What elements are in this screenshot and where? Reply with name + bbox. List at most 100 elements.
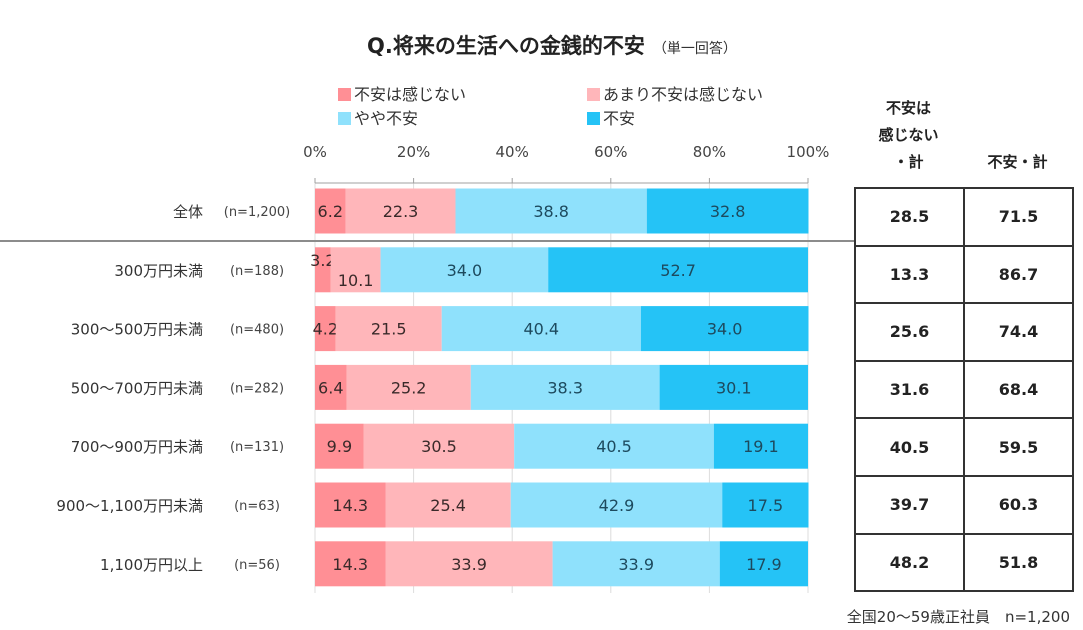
chart-title: Q.将来の生活への金銭的不安 （単一回答） [367, 30, 737, 60]
sample-size-label: (n=188) [230, 264, 284, 279]
data-label: 30.5 [421, 437, 457, 456]
table-row: 48.2 51.8 [854, 532, 1074, 593]
table-row: 25.6 74.4 [854, 302, 1074, 362]
data-label: 25.2 [391, 378, 427, 397]
legend-swatch [587, 88, 600, 101]
data-label: 14.3 [332, 555, 368, 574]
sample-size-label: (n=56) [234, 558, 280, 573]
bar-segment [315, 423, 364, 469]
bar-segment [552, 541, 720, 587]
x-tick-label: 20% [397, 143, 430, 161]
bar-segment [315, 306, 336, 352]
data-label: 3.2 [310, 251, 335, 270]
anxiety-total-cell: 59.5 [963, 417, 1074, 477]
table-header-line: 感じない [878, 126, 939, 144]
data-label: 19.1 [743, 437, 779, 456]
anxiety-total-cell: 51.8 [963, 532, 1074, 593]
legend-swatch [587, 112, 600, 125]
sample-size-label: (n=1,200) [224, 205, 291, 220]
data-label: 14.3 [332, 496, 368, 515]
bar-segment [315, 482, 386, 528]
data-label: 6.2 [318, 202, 343, 221]
chart-title-note: （単一回答） [652, 41, 737, 57]
bar-segment [470, 364, 660, 410]
legend-label: 不安 [603, 109, 635, 128]
bar-segment [713, 423, 808, 469]
anxiety-total-cell: 60.3 [963, 474, 1074, 535]
bar-segment [548, 247, 808, 293]
category-label: 700～900万円未満 [71, 438, 203, 456]
no-anxiety-total-cell: 25.6 [854, 302, 965, 362]
bar-segment [514, 423, 714, 469]
data-label: 30.1 [716, 378, 752, 397]
data-label: 17.9 [746, 555, 782, 574]
x-tick-label: 40% [496, 143, 529, 161]
category-label: 全体 [173, 203, 203, 221]
data-label: 10.1 [338, 271, 374, 290]
data-label: 32.8 [710, 202, 746, 221]
x-tick-label: 100% [787, 143, 830, 161]
bar-segment [385, 482, 511, 528]
summary-table: 28.5 71.5 13.3 86.7 25.6 74.4 31.6 68.4 … [854, 187, 1074, 593]
x-tick-label: 60% [594, 143, 627, 161]
no-anxiety-total-cell: 13.3 [854, 244, 965, 305]
category-label: 900～1,100万円未満 [56, 497, 203, 515]
sample-footnote: 全国20～59歳正社員 n=1,200 [846, 608, 1070, 626]
anxiety-total-cell: 74.4 [963, 302, 1074, 362]
chart-title-main: Q.将来の生活への金銭的不安 [367, 34, 645, 58]
no-anxiety-total-cell: 40.5 [854, 417, 965, 477]
bar-segment [385, 541, 553, 587]
data-label: 21.5 [371, 320, 407, 339]
bar-segment [719, 541, 808, 587]
bar-segment [346, 364, 471, 410]
data-label: 38.8 [533, 202, 569, 221]
data-label: 42.9 [599, 496, 635, 515]
bar-segment [315, 541, 386, 587]
bar-segment [330, 247, 381, 293]
no-anxiety-total-cell: 48.2 [854, 532, 965, 593]
bar-segment [659, 364, 808, 410]
bar-segment [315, 364, 347, 410]
table-row: 40.5 59.5 [854, 417, 1074, 477]
data-label: 33.9 [618, 555, 654, 574]
no-anxiety-total-cell: 31.6 [854, 359, 965, 420]
bar-segment [441, 306, 641, 352]
data-label: 25.4 [430, 496, 466, 515]
x-tick-label: 0% [303, 143, 327, 161]
sample-size-label: (n=131) [230, 440, 284, 455]
bar-segment [345, 188, 456, 234]
bar-segment [363, 423, 515, 469]
sample-size-label: (n=480) [230, 323, 284, 338]
table-row: 31.6 68.4 [854, 359, 1074, 420]
anxiety-total-cell: 86.7 [963, 244, 1074, 305]
data-label: 34.0 [447, 261, 483, 280]
bar-segment [646, 188, 809, 234]
bar-segment [335, 306, 442, 352]
anxiety-total-cell: 71.5 [963, 187, 1074, 247]
category-label: 300～500万円未満 [71, 321, 203, 339]
data-label: 33.9 [451, 555, 487, 574]
data-label: 40.5 [596, 437, 632, 456]
data-label: 38.3 [547, 378, 583, 397]
no-anxiety-total-cell: 39.7 [854, 474, 965, 535]
no-anxiety-total-cell: 28.5 [854, 187, 965, 247]
bar-segment [380, 247, 549, 293]
bar-segment [510, 482, 723, 528]
legend-swatch [338, 112, 351, 125]
table-row: 39.7 60.3 [854, 474, 1074, 535]
sample-size-label: (n=63) [234, 499, 280, 514]
data-label: 6.4 [318, 378, 343, 397]
bar-segment [315, 188, 346, 234]
data-label: 34.0 [707, 320, 743, 339]
table-header-line: ・計 [893, 153, 924, 171]
table-row: 28.5 71.5 [854, 187, 1074, 247]
category-label: 1,100万円以上 [100, 556, 203, 574]
x-tick-label: 80% [693, 143, 726, 161]
data-label: 52.7 [660, 261, 696, 280]
table-header-no-anxiety-total: 不安は 感じない ・計 [854, 95, 963, 176]
legend-label: あまり不安は感じない [603, 85, 763, 104]
bar-segment [315, 247, 331, 293]
data-label: 9.9 [327, 437, 352, 456]
category-label: 500～700万円未満 [71, 379, 203, 397]
